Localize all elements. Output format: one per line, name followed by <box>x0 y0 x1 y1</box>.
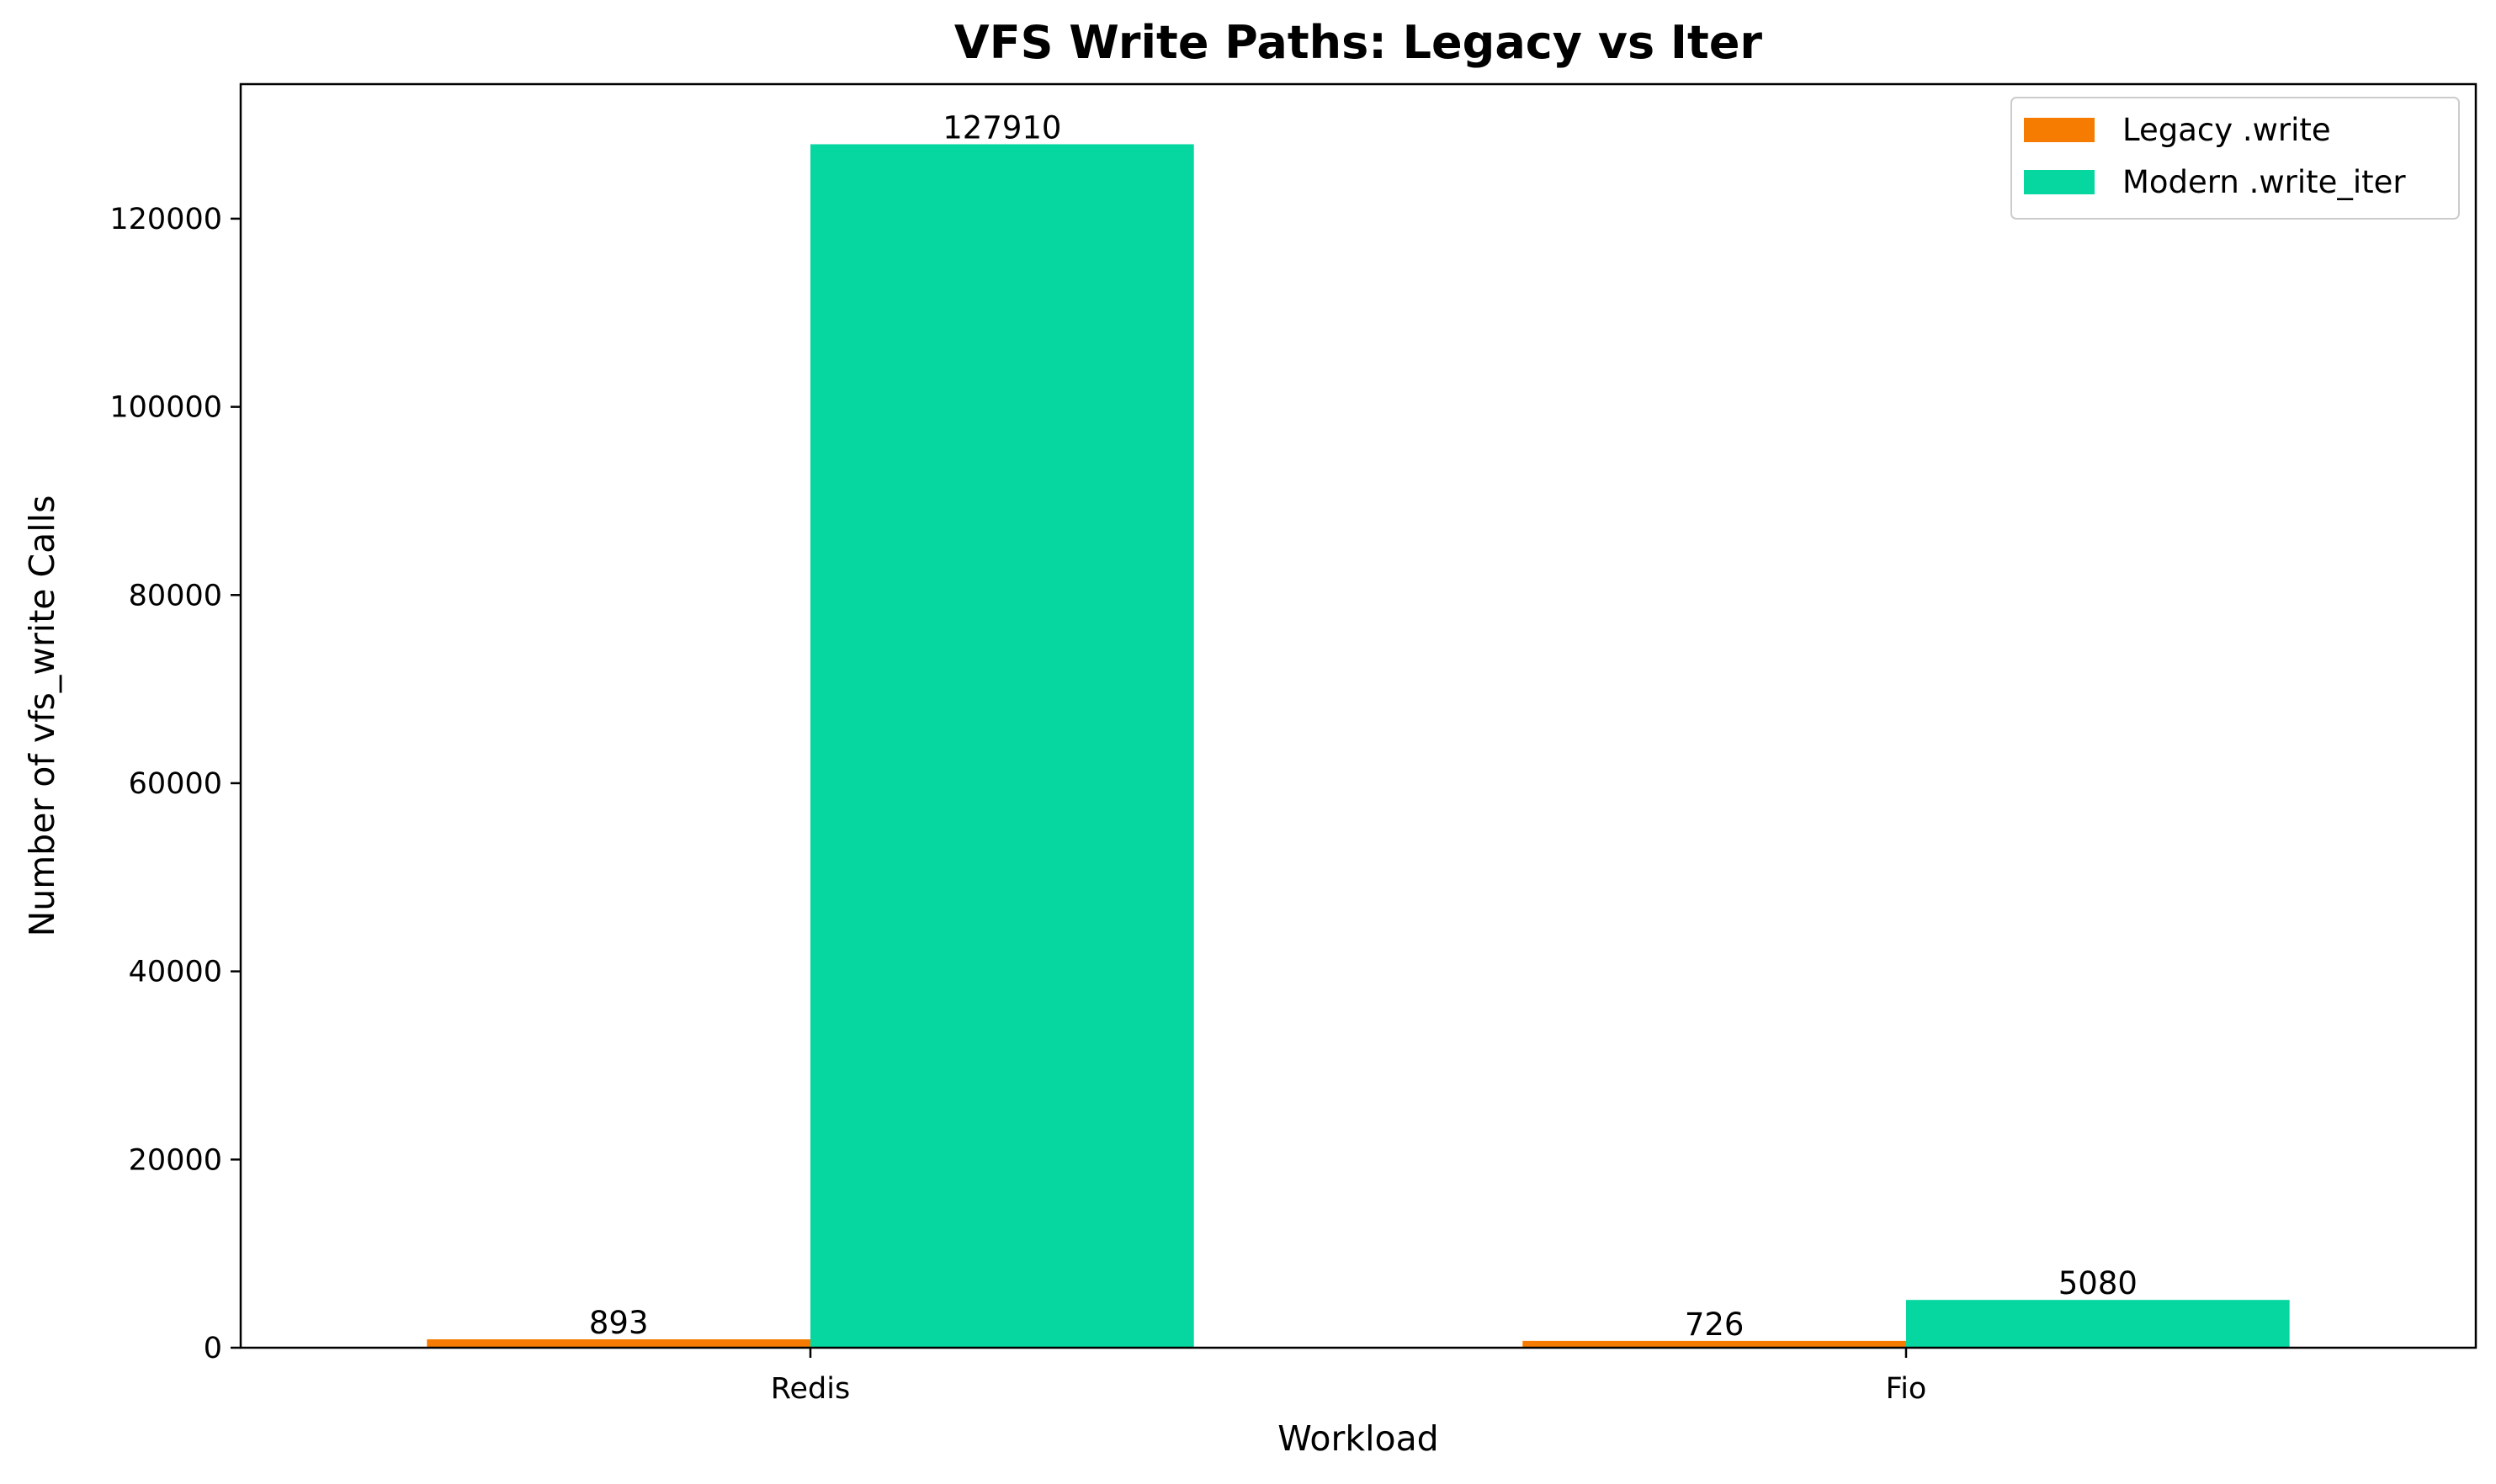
legend: Legacy .write Modern .write_iter <box>2010 97 2460 220</box>
y-axis-label: Number of vfs_write Calls <box>22 496 62 937</box>
y-tick-label: 40000 <box>129 956 222 989</box>
bar-fio-series-2 <box>1905 1300 2290 1348</box>
y-tick-label: 80000 <box>129 579 222 612</box>
data-labels-group: 893 726 127910 5080 <box>589 109 2138 1342</box>
legend-frame <box>2010 97 2460 220</box>
x-axis-label: Workload <box>1277 1418 1438 1459</box>
y-axis-ticks: 0 20000 40000 60000 80000 100000 120000 <box>109 203 241 1365</box>
plot-frame <box>239 82 2477 1349</box>
data-label-fio-series-2: 5080 <box>2058 1265 2138 1301</box>
legend-swatch-series-1 <box>2024 118 2095 142</box>
legend-label-series-1: Legacy .write <box>2122 112 2331 148</box>
bar-redis-series-2 <box>810 144 1194 1349</box>
data-label-redis-series-2: 127910 <box>943 109 1061 146</box>
legend-label-series-2: Modern .write_iter <box>2122 164 2406 200</box>
y-tick-label: 20000 <box>129 1143 222 1177</box>
bar-fio-series-1 <box>1522 1340 1906 1348</box>
x-axis-ticks: Redis Fio <box>771 1348 1927 1406</box>
y-tick-label: 0 <box>204 1332 222 1365</box>
y-tick-label: 100000 <box>109 391 222 425</box>
chart-title: VFS Write Paths: Legacy vs Iter <box>954 16 1763 69</box>
data-label-redis-series-1: 893 <box>589 1305 649 1341</box>
legend-swatch-series-2 <box>2024 170 2095 194</box>
y-tick-label: 60000 <box>129 767 222 801</box>
x-tick-label-redis: Redis <box>771 1372 850 1406</box>
bars-group <box>427 144 2290 1349</box>
bar-redis-series-1 <box>427 1339 811 1348</box>
x-tick-label-fio: Fio <box>1886 1372 1927 1406</box>
data-label-fio-series-1: 726 <box>1685 1306 1745 1343</box>
y-tick-label: 120000 <box>109 203 222 236</box>
